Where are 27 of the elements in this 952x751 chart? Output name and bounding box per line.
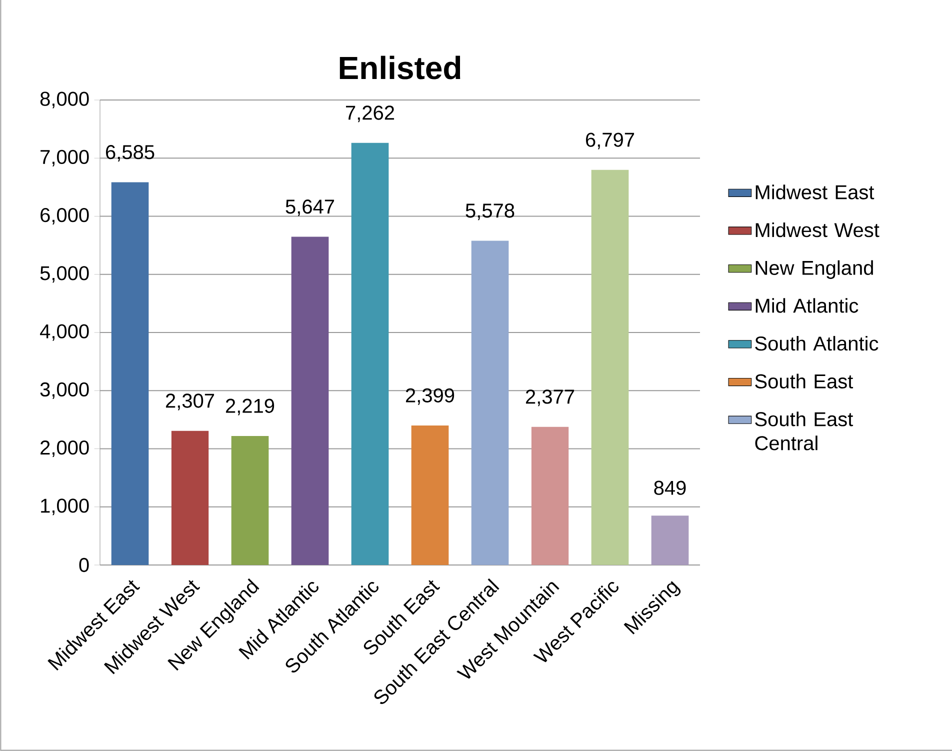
legend-label: Mid Atlantic <box>756 298 858 313</box>
data-label: 2,307 <box>166 394 214 410</box>
legend-label: South East Central <box>755 412 854 450</box>
legend-label: Midwest East <box>756 184 874 200</box>
data-label: 7,262 <box>346 106 394 122</box>
data-label: 5,647 <box>286 200 334 216</box>
data-label: 2,219 <box>226 398 274 416</box>
data-label: 2,399 <box>406 388 454 405</box>
legend-label: South Atlantic <box>755 336 878 351</box>
y-tick-label: 0 <box>79 558 89 572</box>
data-label: 2,377 <box>526 390 574 406</box>
chart-title: Enlisted <box>340 56 460 80</box>
data-label: 5,578 <box>466 204 514 220</box>
y-tick-label: 5,000 <box>40 266 89 283</box>
y-tick-label: 8,000 <box>40 92 89 108</box>
y-tick-label: 7,000 <box>40 150 89 166</box>
legend-label: New England <box>756 260 873 279</box>
y-tick-label: 6,000 <box>40 208 89 225</box>
data-label: 849 <box>654 480 686 495</box>
y-tick-label: 3,000 <box>40 382 89 399</box>
data-label: 6,797 <box>586 132 634 150</box>
y-tick-label: 2,000 <box>40 440 89 458</box>
y-tick-label: 1,000 <box>41 498 89 516</box>
data-label: 6,585 <box>106 145 154 162</box>
y-tick-label: 4,000 <box>40 324 89 341</box>
legend-label: South East <box>755 374 854 388</box>
legend-label: Midwest West <box>756 222 880 238</box>
